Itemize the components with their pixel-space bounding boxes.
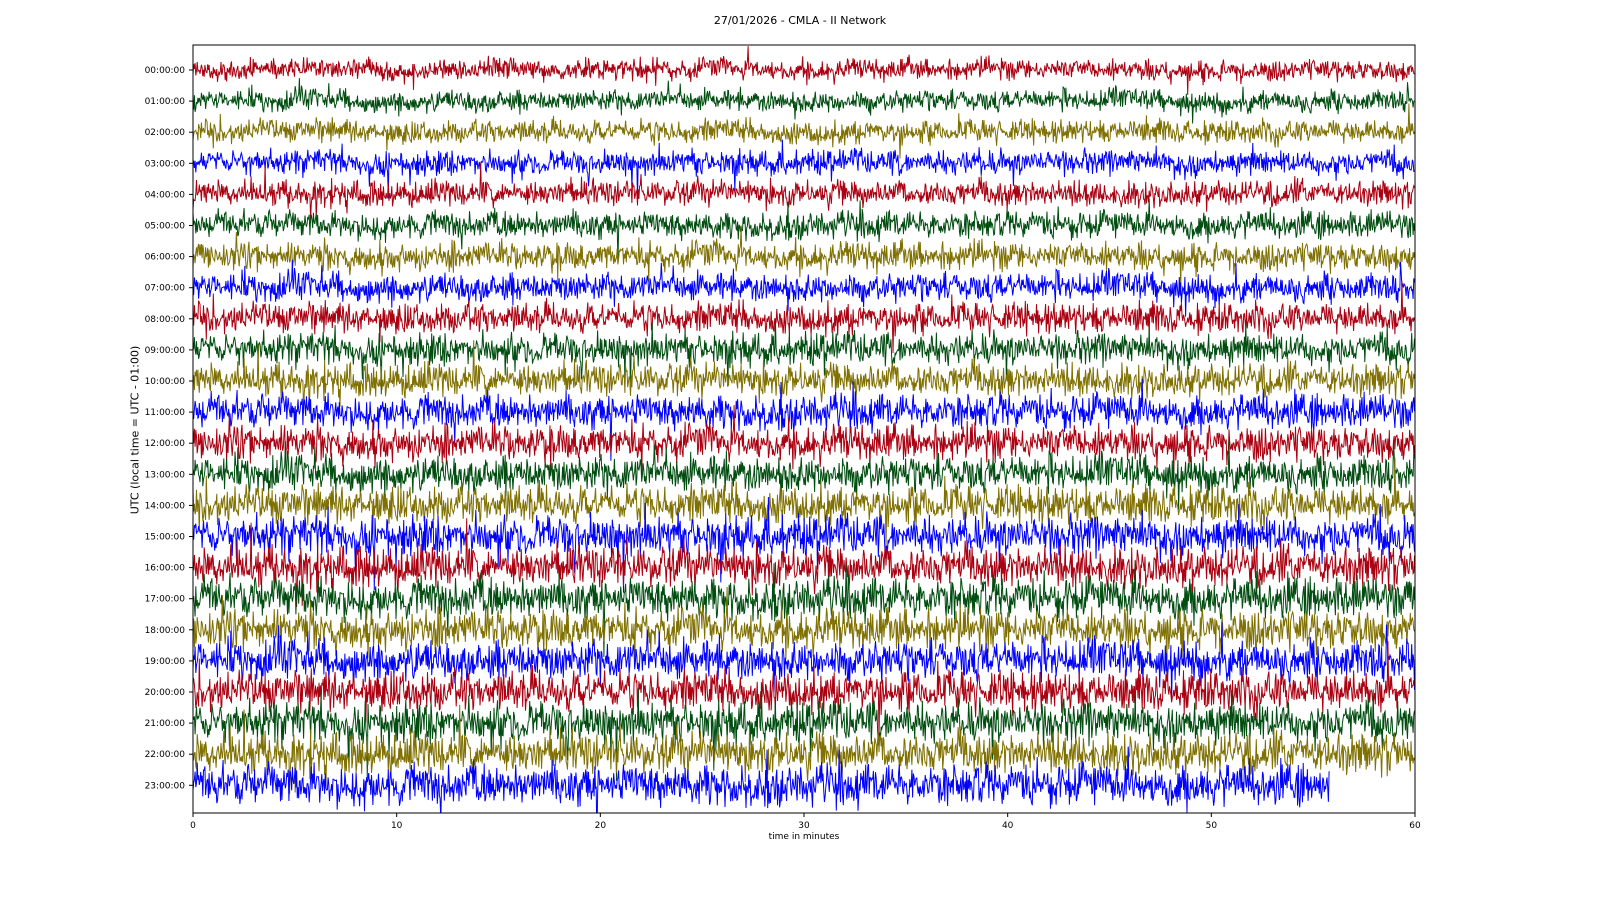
y-tick-label: 22:00:00 xyxy=(145,750,186,760)
y-tick-label: 12:00:00 xyxy=(145,439,186,449)
trace-14:00:00 xyxy=(193,457,1415,548)
y-tick-label: 18:00:00 xyxy=(145,626,186,636)
y-tick-label: 04:00:00 xyxy=(145,190,186,200)
trace-18:00:00 xyxy=(193,586,1415,674)
trace-11:00:00 xyxy=(193,378,1415,461)
y-tick-label: 09:00:00 xyxy=(145,346,186,356)
trace-09:00:00 xyxy=(193,318,1415,396)
y-tick-label: 07:00:00 xyxy=(145,284,186,294)
trace-10:00:00 xyxy=(193,340,1415,414)
y-tick-group: 00:00:00 01:00:00 02:00:00 03:00:00 04:00:00… xyxy=(145,66,193,791)
trace-group xyxy=(193,46,1415,813)
trace-20:00:00 xyxy=(193,641,1415,737)
trace-12:00:00 xyxy=(193,405,1415,483)
trace-01:00:00 xyxy=(193,78,1415,124)
x-tick-label: 50 xyxy=(1206,821,1218,831)
trace-00:00:00 xyxy=(193,46,1415,95)
trace-23:00:00 xyxy=(193,746,1330,813)
y-tick-label: 19:00:00 xyxy=(145,657,186,667)
y-tick-label: 01:00:00 xyxy=(145,97,186,107)
trace-06:00:00 xyxy=(193,225,1415,289)
x-tick-label: 60 xyxy=(1409,821,1421,831)
y-tick-label: 16:00:00 xyxy=(145,564,186,574)
trace-22:00:00 xyxy=(193,704,1415,794)
y-tick-label: 14:00:00 xyxy=(145,501,186,511)
y-tick-label: 17:00:00 xyxy=(145,595,186,605)
x-tick-label: 10 xyxy=(391,821,403,831)
x-axis-label: time in minutes xyxy=(768,832,840,842)
y-tick-label: 00:00:00 xyxy=(145,66,186,76)
trace-03:00:00 xyxy=(193,139,1415,200)
trace-02:00:00 xyxy=(193,103,1415,159)
y-tick-label: 05:00:00 xyxy=(145,222,186,232)
trace-05:00:00 xyxy=(193,198,1415,263)
x-tick-group: 0 10 20 30 40 50 60 xyxy=(190,813,1421,831)
trace-13:00:00 xyxy=(193,439,1415,510)
y-tick-label: 20:00:00 xyxy=(145,688,186,698)
x-tick-label: 30 xyxy=(798,821,810,831)
chart-title: 27/01/2026 - CMLA - II Network xyxy=(713,14,887,27)
trace-21:00:00 xyxy=(193,682,1415,781)
x-tick-label: 20 xyxy=(595,821,607,831)
trace-04:00:00 xyxy=(193,162,1415,220)
trace-17:00:00 xyxy=(193,559,1415,657)
y-tick-label: 03:00:00 xyxy=(145,159,186,169)
trace-08:00:00 xyxy=(193,280,1415,354)
y-tick-label: 13:00:00 xyxy=(145,470,186,480)
x-tick-label: 40 xyxy=(1002,821,1014,831)
y-tick-label: 08:00:00 xyxy=(145,315,186,325)
y-tick-label: 10:00:00 xyxy=(145,377,186,387)
x-tick-label: 0 xyxy=(190,821,196,831)
trace-16:00:00 xyxy=(193,518,1415,608)
y-tick-label: 23:00:00 xyxy=(145,781,186,791)
y-tick-label: 15:00:00 xyxy=(145,533,186,543)
y-tick-label: 21:00:00 xyxy=(145,719,186,729)
trace-19:00:00 xyxy=(193,621,1415,700)
y-tick-label: 11:00:00 xyxy=(145,408,186,418)
y-tick-label: 02:00:00 xyxy=(145,128,186,138)
y-tick-label: 06:00:00 xyxy=(145,253,186,263)
trace-07:00:00 xyxy=(193,259,1415,317)
